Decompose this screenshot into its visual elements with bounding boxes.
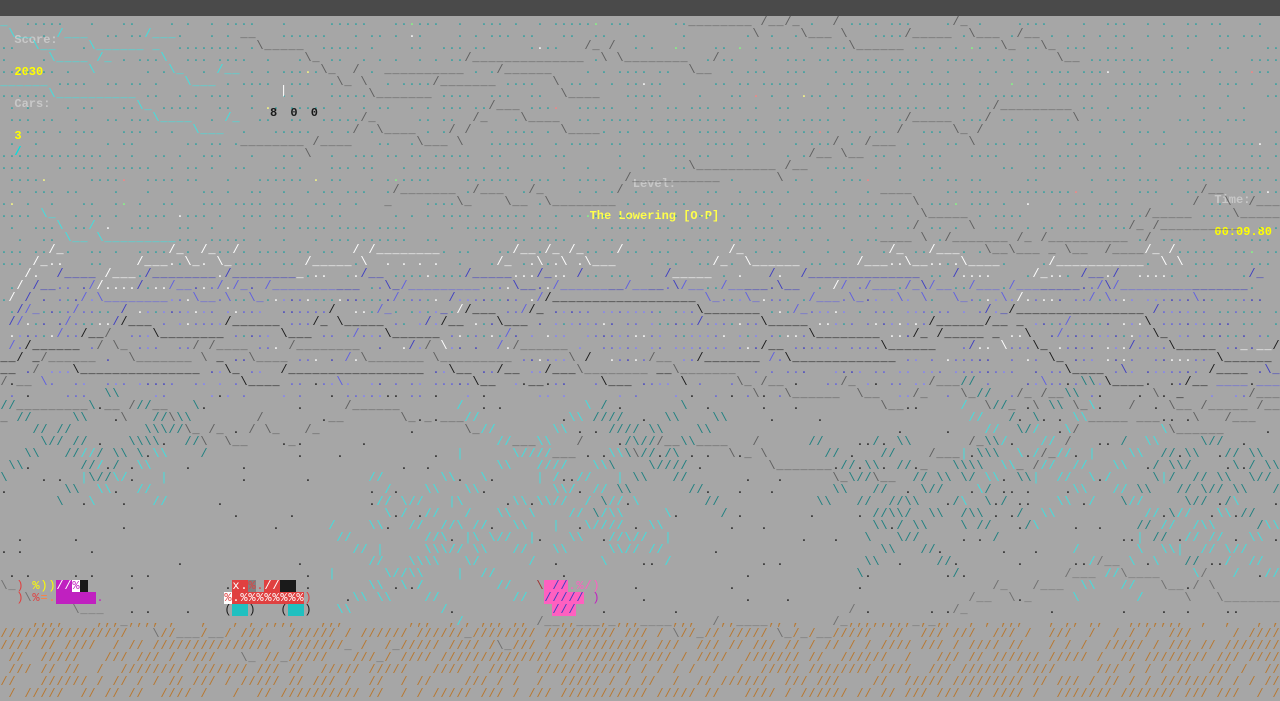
terrain-ascii: _ ..... . .. . . . .... . ..... ...... .…	[0, 16, 1280, 700]
hud-bar: Score: 2030 Cars: 3 / Level: The Lowerin…	[0, 0, 1280, 16]
score-popup-marker: |	[280, 84, 287, 98]
score-popup: 8 0 0	[270, 106, 321, 120]
game-viewport[interactable]: _ ..... . .. . . . .... . ..... ...... .…	[0, 16, 1280, 700]
